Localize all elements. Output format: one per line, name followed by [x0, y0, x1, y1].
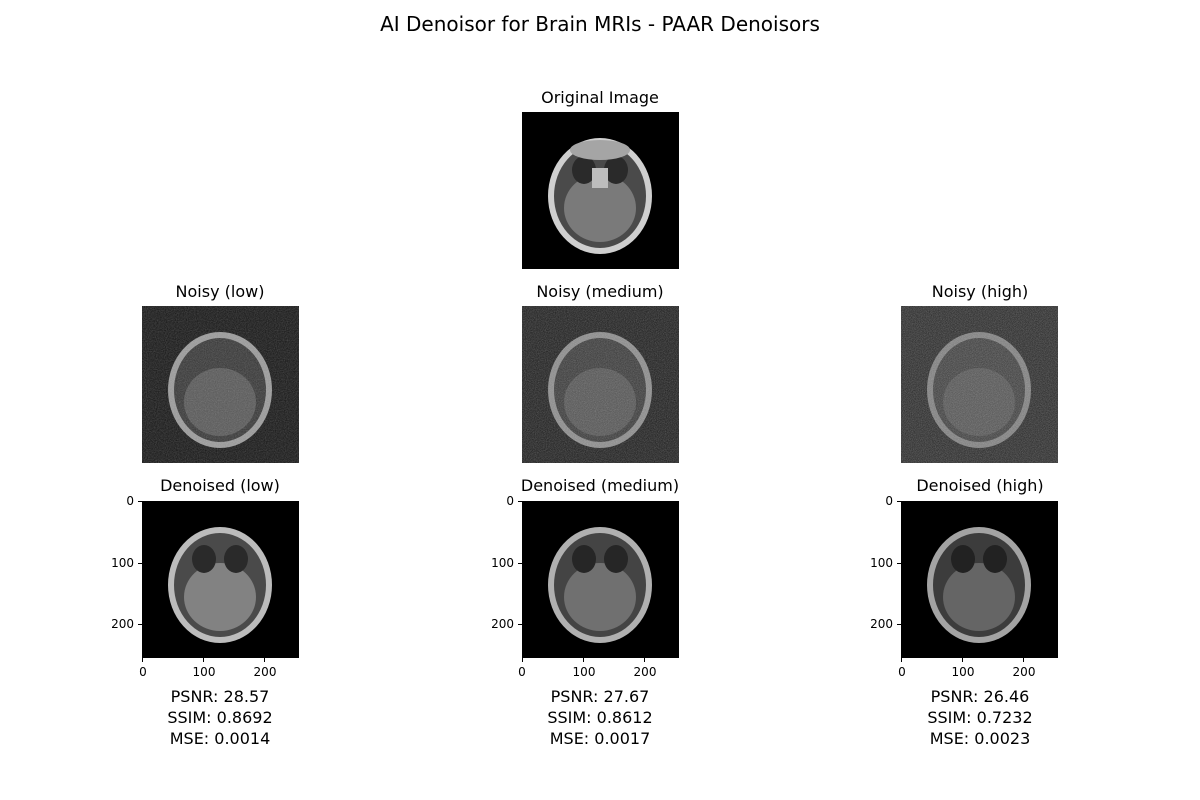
ssim-medium: SSIM: 0.8612: [547, 708, 653, 727]
brain-mri-original: [522, 112, 679, 269]
brain-mri-noisy-low: [142, 306, 299, 463]
metrics-medium: PSNR: 27.67 SSIM: 0.8612 MSE: 0.0017: [500, 686, 700, 749]
ssim-low: SSIM: 0.8692: [167, 708, 273, 727]
x-tickmark: [264, 658, 265, 662]
brain-mri-denoised-low: [142, 501, 299, 658]
y-tickmark: [138, 563, 142, 564]
figure-title: AI Denoisor for Brain MRIs - PAAR Denois…: [380, 12, 820, 36]
y-tick-0-low: 0: [126, 494, 134, 508]
y-tickmark: [518, 501, 522, 502]
noisy-low-image: [142, 306, 299, 463]
denoised-high-image: [901, 501, 1058, 658]
x-tick-0-high: 0: [898, 665, 906, 679]
y-tickmark: [897, 624, 901, 625]
metrics-low: PSNR: 28.57 SSIM: 0.8692 MSE: 0.0014: [120, 686, 320, 749]
y-tick-200-medium: 200: [491, 617, 514, 631]
metrics-high: PSNR: 26.46 SSIM: 0.7232 MSE: 0.0023: [880, 686, 1080, 749]
mse-medium: MSE: 0.0017: [549, 729, 651, 748]
psnr-high: PSNR: 26.46: [930, 687, 1030, 706]
brain-mri-denoised-medium: [522, 501, 679, 658]
y-tickmark: [897, 501, 901, 502]
y-tickmark: [897, 563, 901, 564]
denoised-medium-image: [522, 501, 679, 658]
noisy-low-title: Noisy (low): [175, 282, 265, 301]
x-tick-100-low: 100: [192, 665, 216, 679]
y-tickmark: [138, 624, 142, 625]
x-tickmark: [583, 658, 584, 662]
y-tick-200-high: 200: [870, 617, 893, 631]
denoised-low-image: [142, 501, 299, 658]
x-tickmark: [901, 658, 902, 662]
x-tick-200-high: 200: [1012, 665, 1036, 679]
x-tickmark: [142, 658, 143, 662]
x-tickmark: [644, 658, 645, 662]
y-tick-200-low: 200: [111, 617, 134, 631]
y-tick-100-medium: 100: [491, 556, 514, 570]
y-tickmark: [518, 563, 522, 564]
y-tick-100-high: 100: [870, 556, 893, 570]
brain-mri-noisy-medium: [522, 306, 679, 463]
x-tick-100-medium: 100: [572, 665, 596, 679]
brain-mri-denoised-high: [901, 501, 1058, 658]
y-tickmark: [138, 501, 142, 502]
noisy-medium-image: [522, 306, 679, 463]
noisy-medium-title: Noisy (medium): [536, 282, 664, 301]
y-tickmark: [518, 624, 522, 625]
x-tickmark: [203, 658, 204, 662]
x-tickmark: [1023, 658, 1024, 662]
denoised-high-title: Denoised (high): [916, 476, 1044, 495]
x-tickmark: [522, 658, 523, 662]
ssim-high: SSIM: 0.7232: [927, 708, 1033, 727]
y-tick-0-medium: 0: [506, 494, 514, 508]
x-tick-100-high: 100: [951, 665, 975, 679]
x-tick-0-medium: 0: [518, 665, 526, 679]
psnr-low: PSNR: 28.57: [170, 687, 270, 706]
brain-mri-noisy-high: [901, 306, 1058, 463]
mse-low: MSE: 0.0014: [169, 729, 271, 748]
mse-high: MSE: 0.0023: [929, 729, 1031, 748]
y-tick-0-high: 0: [885, 494, 893, 508]
noisy-high-title: Noisy (high): [931, 282, 1029, 301]
noisy-high-image: [901, 306, 1058, 463]
denoised-low-title: Denoised (low): [160, 476, 280, 495]
x-tickmark: [962, 658, 963, 662]
y-tick-100-low: 100: [111, 556, 134, 570]
x-tick-200-low: 200: [253, 665, 277, 679]
psnr-medium: PSNR: 27.67: [550, 687, 650, 706]
original-mri-image: [522, 112, 679, 269]
x-tick-200-medium: 200: [633, 665, 657, 679]
original-image-title: Original Image: [541, 88, 659, 107]
denoised-medium-title: Denoised (medium): [520, 476, 680, 495]
x-tick-0-low: 0: [139, 665, 147, 679]
